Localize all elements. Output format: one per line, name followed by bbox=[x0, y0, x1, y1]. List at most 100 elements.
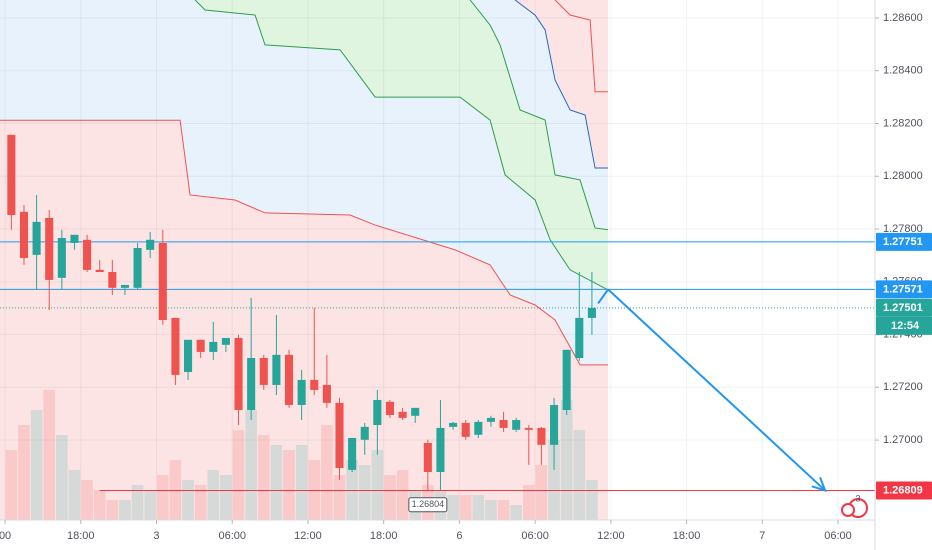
band-fill bbox=[195, 0, 609, 290]
candle-body bbox=[461, 422, 470, 437]
countdown-box bbox=[876, 316, 932, 335]
trend-arrow bbox=[607, 288, 826, 492]
x-tick-label: 3 bbox=[153, 530, 159, 542]
candle-body bbox=[209, 341, 218, 352]
volume-bar bbox=[396, 470, 409, 520]
price-label: 1.27751 bbox=[883, 236, 923, 248]
candle-body bbox=[32, 221, 41, 255]
candle-body bbox=[272, 354, 281, 385]
volume-bar bbox=[30, 410, 43, 520]
candle-body bbox=[158, 242, 167, 321]
arrow-head bbox=[811, 477, 827, 493]
volume-bar bbox=[194, 485, 207, 520]
price-label: 1.27501 bbox=[883, 302, 923, 314]
x-tick-label: 12:00 bbox=[597, 530, 625, 542]
candle-body bbox=[550, 404, 559, 445]
x-tick-label: 00 bbox=[0, 530, 11, 542]
overlay: 3 1.27751 1.27571 1.27501 12:54 1.26809 1.268… bbox=[408, 232, 932, 518]
volume-bar bbox=[535, 465, 548, 520]
candle-body bbox=[297, 379, 306, 405]
volume-bar bbox=[220, 475, 232, 520]
volume-bar bbox=[497, 500, 510, 520]
candle-body bbox=[436, 427, 445, 472]
candle-body bbox=[120, 284, 129, 288]
price-label-box bbox=[876, 481, 932, 500]
drawings bbox=[597, 288, 827, 493]
volume-bar bbox=[485, 500, 497, 520]
volume-bar bbox=[245, 410, 257, 520]
x-tick-label: 18:00 bbox=[370, 530, 398, 542]
volume-bar bbox=[270, 445, 283, 520]
candle-body bbox=[95, 269, 104, 273]
volume-bar bbox=[321, 425, 333, 520]
candle-body bbox=[411, 407, 420, 416]
volume-bar bbox=[510, 505, 523, 520]
price-label-box bbox=[876, 280, 932, 299]
band-line bbox=[0, 119, 609, 366]
candle-body bbox=[562, 349, 571, 410]
candle-body bbox=[7, 134, 16, 216]
candle-body bbox=[196, 339, 205, 352]
candle-body bbox=[70, 234, 79, 243]
candle-body bbox=[171, 317, 180, 375]
low-marker-box bbox=[408, 497, 448, 513]
candle-body bbox=[474, 421, 483, 435]
volume-bar bbox=[106, 500, 119, 520]
volume-bar bbox=[93, 490, 106, 520]
volume-bar bbox=[81, 480, 93, 520]
volume-bar bbox=[207, 470, 220, 520]
volume-bar bbox=[232, 430, 245, 520]
y-tick-label: 1.28000 bbox=[883, 170, 923, 182]
volume-bar bbox=[560, 400, 573, 520]
volume-bar bbox=[447, 495, 459, 520]
x-tick-label: 6 bbox=[456, 530, 462, 542]
volume-bar bbox=[459, 495, 472, 520]
candle-body bbox=[360, 426, 369, 440]
y-tick-label: 1.28600 bbox=[883, 12, 923, 24]
candle-body bbox=[449, 422, 458, 427]
x-tick-label: 18:00 bbox=[67, 530, 95, 542]
candle-body bbox=[486, 417, 495, 422]
volume-bar bbox=[5, 450, 18, 520]
candle-body bbox=[184, 339, 193, 372]
volume-bar bbox=[384, 475, 396, 520]
badge-icon[interactable]: 3 bbox=[841, 493, 868, 518]
badge-count: 3 bbox=[855, 493, 860, 503]
price-label-box bbox=[876, 298, 932, 317]
candle-body bbox=[108, 272, 117, 288]
candle-body bbox=[373, 399, 382, 426]
x-tick-label: 06:00 bbox=[521, 530, 549, 542]
volume-bar bbox=[371, 450, 384, 520]
candle-body bbox=[247, 358, 256, 410]
price-label-box bbox=[876, 232, 932, 251]
volume-bar bbox=[144, 490, 156, 520]
candle-body bbox=[385, 401, 395, 415]
volume-bar bbox=[156, 475, 169, 520]
candle-body bbox=[322, 384, 331, 403]
x-tick-label: 7 bbox=[759, 530, 765, 542]
low-marker-label: 1.26804 bbox=[412, 499, 445, 509]
band-fill bbox=[0, 120, 609, 520]
candle-body bbox=[83, 239, 92, 270]
volume-bar bbox=[43, 390, 56, 520]
volume-bar bbox=[523, 485, 535, 520]
candle-body bbox=[310, 379, 319, 390]
x-tick-label: 06:00 bbox=[824, 530, 852, 542]
bands bbox=[0, 0, 609, 520]
volume-bar bbox=[573, 430, 586, 520]
candle-body bbox=[398, 411, 407, 418]
band-line bbox=[554, 0, 609, 93]
volume-bar bbox=[257, 435, 270, 520]
band-line bbox=[514, 0, 609, 169]
candle-body bbox=[335, 402, 344, 469]
badge-circle bbox=[841, 503, 855, 517]
candle-body bbox=[587, 307, 596, 318]
volume-bar bbox=[548, 440, 560, 520]
band-line bbox=[194, 0, 609, 291]
candle-body bbox=[57, 237, 66, 278]
volume-bar bbox=[472, 495, 485, 520]
candle-body bbox=[284, 354, 294, 405]
candle-body bbox=[19, 211, 29, 259]
volume-bar bbox=[182, 480, 194, 520]
candle-body bbox=[221, 337, 230, 345]
